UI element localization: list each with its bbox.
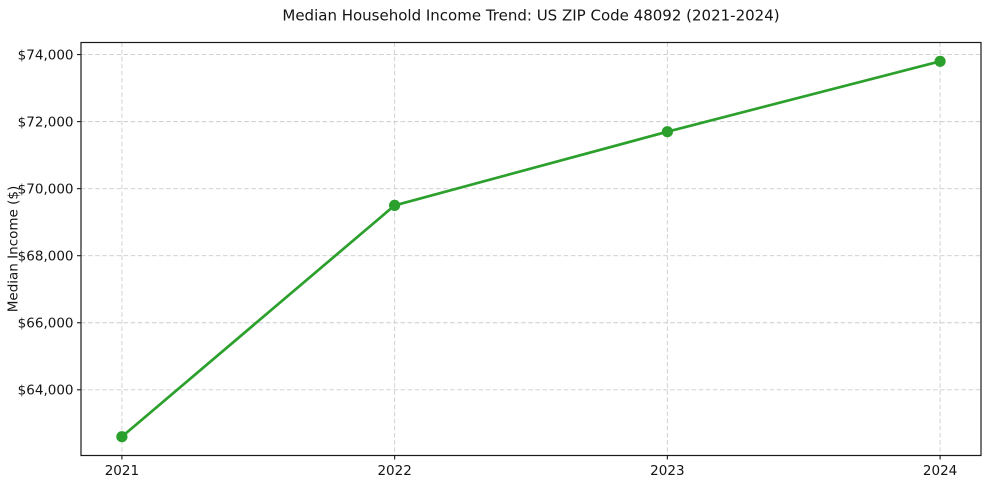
y-tick-label: $64,000	[18, 383, 74, 399]
x-tick-label: 2023	[650, 463, 684, 479]
plot-border	[80, 41, 982, 457]
y-tick-label: $66,000	[18, 316, 74, 332]
data-point-2021	[116, 431, 128, 443]
y-axis-label: Median Income ($)	[6, 186, 22, 312]
axis-ticks-group	[77, 54, 941, 460]
y-tick-label: $72,000	[18, 114, 74, 130]
series-group	[116, 55, 946, 443]
x-tick-label: 2022	[377, 463, 411, 479]
tick-labels-group: $64,000 $66,000 $68,000 $70,000 $72,000 $74,0…	[18, 47, 958, 479]
chart-title: Median Household Income Trend: US ZIP Co…	[282, 7, 779, 25]
gridlines-group	[81, 42, 981, 456]
data-point-2024	[934, 55, 946, 67]
y-tick-label: $70,000	[18, 181, 74, 197]
data-point-2022	[389, 199, 401, 211]
x-tick-label: 2024	[923, 463, 957, 479]
y-tick-label: $74,000	[18, 47, 74, 63]
x-tick-label: 2021	[105, 463, 139, 479]
y-tick-label: $68,000	[18, 249, 74, 265]
data-point-2023	[661, 126, 674, 138]
trend-line	[120, 59, 942, 439]
